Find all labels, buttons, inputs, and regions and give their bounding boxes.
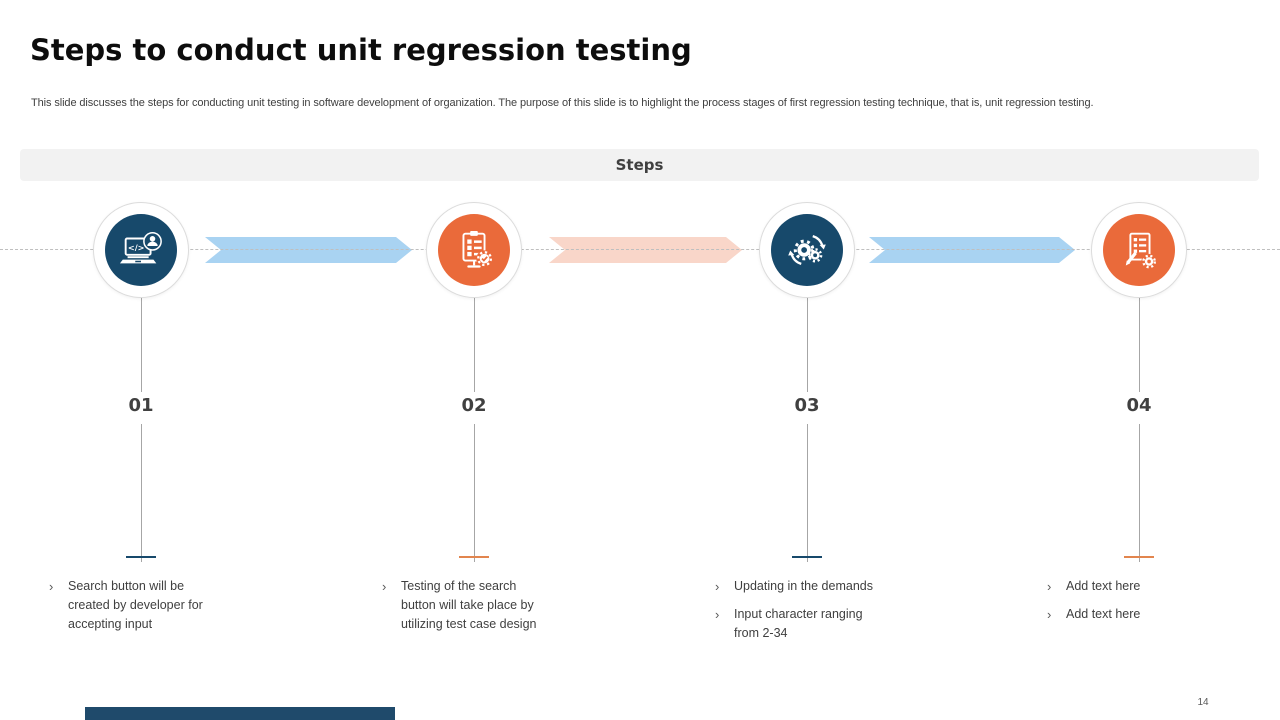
step-4-number: 04 [1126, 395, 1152, 416]
step-2-number: 02 [461, 395, 487, 416]
step-2-circle [426, 202, 522, 298]
bullet-marker: › [1047, 579, 1052, 594]
step-3-circle [759, 202, 855, 298]
bullet-marker: › [49, 579, 54, 594]
step-2-tick [459, 556, 489, 558]
step-1-tick [126, 556, 156, 558]
step-4-circle [1091, 202, 1187, 298]
step-4-connector-line-lower [1139, 424, 1140, 562]
slide-description: This slide discusses the steps for condu… [31, 97, 1094, 109]
test-case-clipboard-icon [451, 227, 497, 273]
step-3-number: 03 [794, 395, 820, 416]
list-item: › Testing of the search button will take… [382, 577, 544, 634]
step-1-connector-line-lower [141, 424, 142, 562]
list-item: › Updating in the demands [715, 579, 873, 594]
timeline-dashed-line [0, 249, 1280, 250]
section-header-label: Steps [615, 156, 664, 174]
list-item: › Add text here [1047, 579, 1141, 594]
developer-laptop-code-icon: </> [118, 227, 164, 273]
list-item: › Search button will be created by devel… [49, 577, 211, 634]
page-number: 14 [1197, 697, 1209, 708]
step-1-number: 01 [128, 395, 154, 416]
bullet-marker: › [1047, 607, 1052, 622]
list-item: › Add text here [1047, 607, 1141, 622]
step-2-connector-line [474, 298, 475, 392]
bullet-marker: › [382, 579, 387, 594]
section-header-banner: Steps [20, 149, 1259, 181]
step-2-connector-line-lower [474, 424, 475, 562]
page-title: Steps to conduct unit regression testing [30, 33, 692, 67]
document-pencil-gear-icon [1116, 227, 1162, 273]
connector-arrow-1 [205, 237, 412, 263]
connector-arrow-2 [549, 237, 742, 263]
list-item: › Input character ranging from 2-34 [715, 605, 877, 643]
step-2-bullets: › Testing of the search button will take… [382, 577, 544, 643]
step-4-connector-line [1139, 298, 1140, 392]
step-3-tick [792, 556, 822, 558]
step-3-bullets: › Updating in the demands › Input charac… [715, 577, 877, 652]
step-1-bullets: › Search button will be created by devel… [49, 577, 211, 643]
footer-accent-bar [85, 707, 395, 720]
step-3-connector-line-lower [807, 424, 808, 562]
step-4-bullets: › Add text here › Add text here [1047, 577, 1209, 633]
svg-text:</>: </> [128, 242, 145, 252]
step-1-circle: </> [93, 202, 189, 298]
bullet-marker: › [715, 579, 720, 594]
connector-arrow-3 [869, 237, 1075, 263]
gears-sync-icon [784, 227, 830, 273]
step-1-connector-line [141, 298, 142, 392]
bullet-marker: › [715, 607, 720, 622]
step-3-connector-line [807, 298, 808, 392]
step-4-tick [1124, 556, 1154, 558]
